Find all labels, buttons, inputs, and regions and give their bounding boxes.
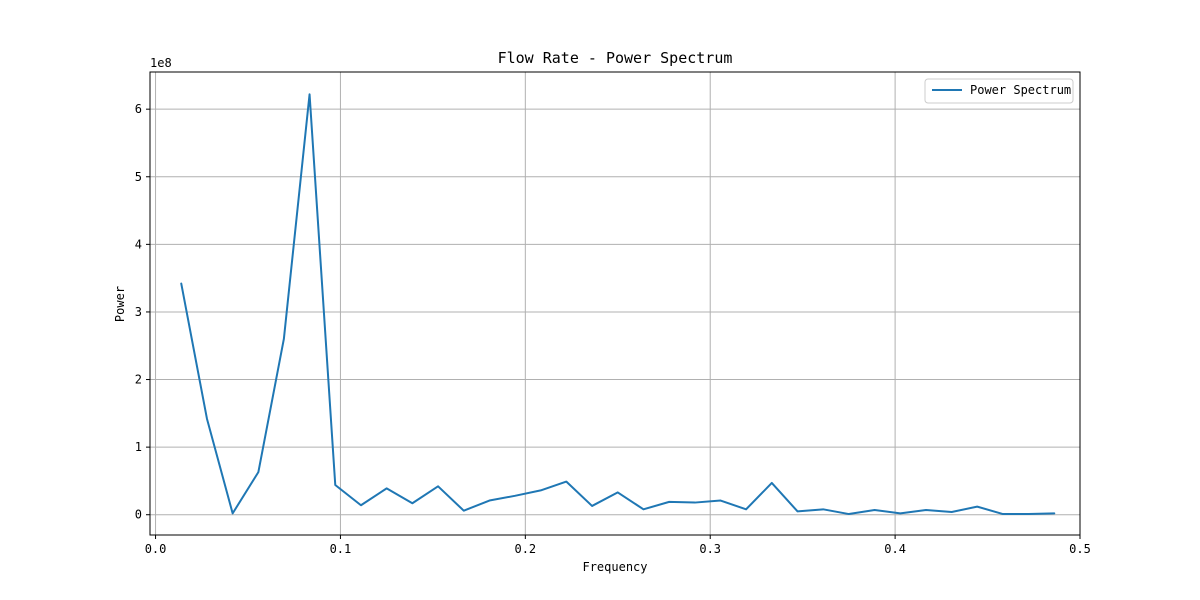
legend-label: Power Spectrum: [970, 83, 1071, 97]
legend: Power Spectrum: [924, 78, 1074, 104]
grid-lines: [150, 72, 1081, 535]
plot-area-frame: [149, 71, 1081, 536]
x-axis-ticks: 0.0 0.1 0.2 0.3 0.4 0.5: [145, 535, 1091, 556]
y-axis-ticks: 0 1 2 3 4 5 6: [135, 102, 150, 522]
y-axis-label: Power: [113, 286, 127, 322]
y-tick-label: 0: [135, 508, 142, 522]
chart-title: Flow Rate - Power Spectrum: [498, 49, 733, 67]
series-layer: [180, 93, 1056, 516]
y-tick-label: 4: [135, 237, 142, 251]
x-tick-label: 0.4: [884, 542, 906, 556]
x-tick-label: 0.5: [1069, 542, 1091, 556]
x-tick-label: 0.1: [330, 542, 352, 556]
x-axis-label: Frequency: [582, 560, 647, 574]
y-tick-label: 2: [135, 373, 142, 387]
y-tick-label: 1: [135, 440, 142, 454]
x-tick-label: 0.3: [699, 542, 721, 556]
x-tick-label: 0.0: [145, 542, 167, 556]
y-tick-label: 5: [135, 170, 142, 184]
y-axis-offset-text: 1e8: [150, 56, 172, 70]
y-tick-label: 3: [135, 305, 142, 319]
x-tick-label: 0.2: [514, 542, 536, 556]
y-tick-label: 6: [135, 102, 142, 116]
legend-box: [924, 78, 1074, 104]
